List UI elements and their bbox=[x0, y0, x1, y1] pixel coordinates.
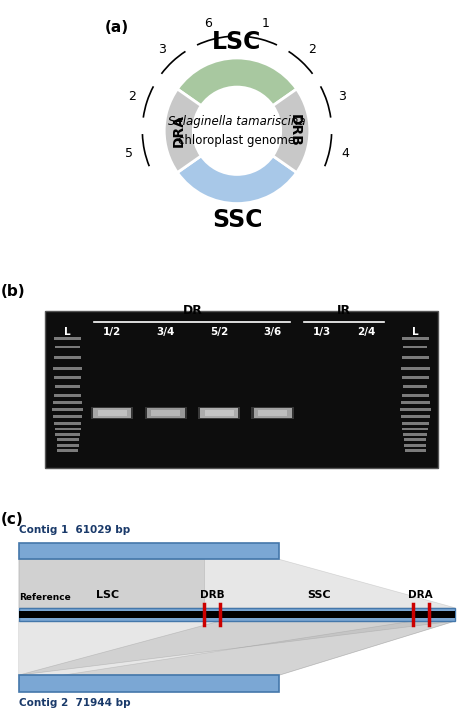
Bar bbox=[55, 385, 80, 388]
Bar bbox=[93, 408, 131, 418]
Bar bbox=[401, 415, 430, 418]
Polygon shape bbox=[18, 559, 456, 608]
FancyBboxPatch shape bbox=[18, 675, 279, 692]
Text: chloroplast genome: chloroplast genome bbox=[178, 134, 296, 147]
Bar bbox=[147, 408, 185, 418]
Bar bbox=[402, 376, 428, 379]
Text: (c): (c) bbox=[1, 512, 24, 527]
Wedge shape bbox=[177, 58, 297, 106]
Bar bbox=[200, 408, 238, 418]
Bar bbox=[53, 415, 82, 418]
Bar bbox=[205, 410, 234, 416]
Bar bbox=[403, 385, 428, 388]
Polygon shape bbox=[63, 621, 456, 675]
Text: DR: DR bbox=[182, 304, 202, 317]
Bar bbox=[401, 367, 430, 370]
Bar bbox=[53, 367, 82, 370]
Text: 5: 5 bbox=[125, 147, 133, 160]
Text: 3/6: 3/6 bbox=[264, 327, 282, 337]
Bar bbox=[404, 443, 426, 446]
Text: 1: 1 bbox=[262, 17, 270, 31]
Bar bbox=[404, 438, 426, 441]
Text: LSC: LSC bbox=[96, 591, 119, 601]
FancyBboxPatch shape bbox=[18, 543, 279, 559]
Polygon shape bbox=[18, 621, 456, 675]
Text: Contig 2  71944 bp: Contig 2 71944 bp bbox=[18, 698, 130, 708]
Text: 3: 3 bbox=[338, 90, 346, 103]
Bar bbox=[57, 449, 78, 452]
Text: (a): (a) bbox=[105, 20, 128, 35]
Text: 2: 2 bbox=[309, 44, 317, 56]
Bar bbox=[402, 428, 428, 430]
Bar bbox=[258, 410, 287, 416]
Text: DRB: DRB bbox=[200, 591, 224, 601]
Bar bbox=[252, 408, 294, 419]
Bar bbox=[402, 423, 428, 425]
Bar bbox=[55, 394, 81, 397]
Bar bbox=[56, 438, 79, 441]
Text: SSC: SSC bbox=[212, 207, 262, 232]
Text: DRA: DRA bbox=[409, 591, 433, 601]
Text: L: L bbox=[64, 327, 71, 337]
Bar bbox=[402, 356, 428, 359]
Bar bbox=[46, 311, 438, 468]
Bar bbox=[55, 428, 81, 430]
Wedge shape bbox=[164, 89, 201, 172]
Bar bbox=[400, 408, 431, 411]
Text: DRB: DRB bbox=[288, 114, 302, 147]
Bar bbox=[401, 401, 430, 404]
Text: Reference: Reference bbox=[19, 593, 71, 602]
Bar bbox=[254, 408, 292, 418]
FancyBboxPatch shape bbox=[18, 611, 456, 618]
Bar bbox=[403, 345, 428, 348]
Text: 1/2: 1/2 bbox=[103, 327, 121, 337]
Bar bbox=[403, 433, 428, 436]
Bar bbox=[91, 408, 133, 419]
FancyBboxPatch shape bbox=[18, 608, 456, 621]
Wedge shape bbox=[177, 156, 297, 204]
Text: IR: IR bbox=[337, 304, 351, 317]
Bar bbox=[145, 408, 187, 419]
Text: SSC: SSC bbox=[308, 591, 331, 601]
Text: 4: 4 bbox=[341, 147, 349, 160]
Text: 5/2: 5/2 bbox=[210, 327, 228, 337]
Bar bbox=[151, 410, 180, 416]
Text: 3: 3 bbox=[157, 44, 165, 56]
Wedge shape bbox=[273, 89, 310, 172]
Text: LSC: LSC bbox=[212, 30, 262, 54]
Text: Selaginella tamariscina: Selaginella tamariscina bbox=[168, 115, 306, 128]
Text: L: L bbox=[412, 327, 419, 337]
Text: 3/4: 3/4 bbox=[156, 327, 175, 337]
Bar bbox=[55, 423, 81, 425]
Text: (b): (b) bbox=[1, 285, 26, 299]
Text: DRA: DRA bbox=[172, 114, 186, 147]
Polygon shape bbox=[18, 621, 456, 675]
Text: 6: 6 bbox=[204, 17, 212, 31]
Bar bbox=[56, 443, 79, 446]
Bar bbox=[55, 337, 81, 340]
Text: 2/4: 2/4 bbox=[357, 327, 375, 337]
Bar bbox=[402, 394, 428, 397]
Bar bbox=[98, 410, 127, 416]
Polygon shape bbox=[18, 559, 203, 608]
Bar bbox=[55, 345, 80, 348]
Text: 2: 2 bbox=[128, 90, 136, 103]
Bar bbox=[402, 337, 428, 340]
Text: 1/3: 1/3 bbox=[312, 327, 331, 337]
Bar bbox=[198, 408, 240, 419]
Bar bbox=[55, 356, 81, 359]
Bar bbox=[52, 408, 83, 411]
Text: Contig 1  61029 bp: Contig 1 61029 bp bbox=[18, 525, 130, 535]
Bar bbox=[55, 376, 81, 379]
Bar bbox=[53, 401, 82, 404]
Bar bbox=[404, 449, 426, 452]
Bar bbox=[55, 433, 80, 436]
